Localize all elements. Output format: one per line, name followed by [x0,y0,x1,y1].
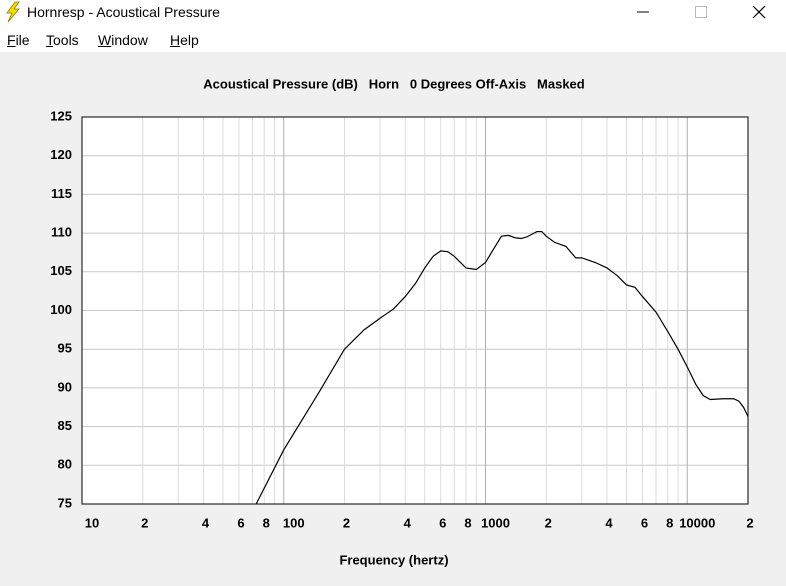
x-tick-label: 6 [237,515,244,530]
x-tick-label: 10 [85,515,99,530]
x-axis-title: Frequency (hertz) [339,552,448,567]
grid [81,116,749,505]
y-tick-label: 80 [58,457,72,472]
y-tick-label: 120 [50,147,72,162]
x-tick-label: 8 [263,515,270,530]
x-tick-label: 6 [641,515,648,530]
y-tick-label: 110 [51,225,72,240]
plot-line [255,230,749,505]
x-tick-label: 8 [464,515,471,530]
y-tick-label: 85 [58,418,72,433]
menu-item[interactable]: Window [98,32,148,48]
x-tick-label: 10000 [679,515,715,530]
x-tick-label: 4 [404,515,412,530]
y-tick-label: 125 [50,108,72,123]
x-tick-label: 2 [141,515,148,530]
y-tick-label: 90 [58,379,72,394]
x-tick-label: 1000 [481,515,510,530]
window-controls [637,5,766,19]
plot-border [81,116,749,505]
x-tick-label: 2 [545,515,552,530]
y-tick-label: 105 [50,263,72,278]
app-icon [6,1,20,23]
data-line [255,230,749,505]
x-tick-label: 8 [666,515,673,530]
maximize-button[interactable] [695,6,707,18]
x-tick-label: 2 [343,515,350,530]
menu-item[interactable]: File [7,32,30,48]
y-tick-label: 100 [50,302,72,317]
menu-bar: File Tools Window Help [0,28,786,50]
title-bar: Hornresp - Acoustical Pressure [0,0,786,24]
chart-title: Acoustical Pressure (dB) Horn 0 Degrees … [203,76,585,91]
y-tick-label: 75 [58,495,72,510]
menu-item[interactable]: Tools [46,32,79,48]
x-tick-label: 6 [439,515,446,530]
menu-item[interactable]: Help [170,32,199,48]
y-tick-label: 95 [58,341,72,356]
x-tick-label: 100 [283,515,305,530]
y-tick-label: 115 [51,186,72,201]
close-button[interactable] [752,5,766,19]
x-tick-label: 4 [605,515,613,530]
x-tick-label: 4 [202,515,210,530]
window-title: Hornresp - Acoustical Pressure [27,4,220,20]
x-tick-label: 2 [746,515,753,530]
